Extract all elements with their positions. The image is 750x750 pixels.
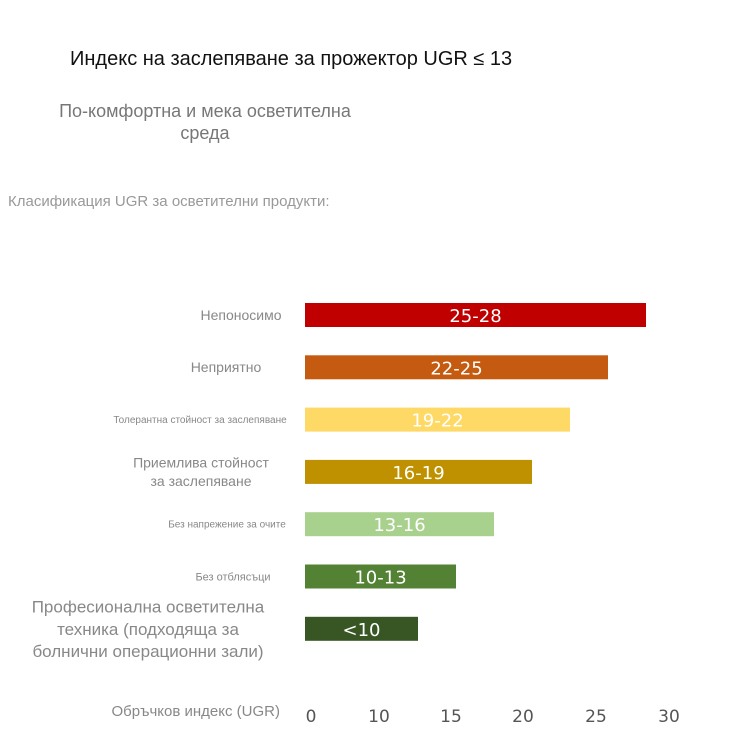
- x-tick-label: 10: [368, 707, 390, 727]
- category-label: Без отблясъци: [195, 571, 270, 583]
- x-axis-label: Обръчков индекс (UGR): [112, 703, 280, 720]
- chart-title: Индекс на заслепяване за прожектор UGR ≤…: [70, 48, 513, 70]
- x-tick-label: 20: [512, 707, 534, 727]
- category-label: болнични операционни зали): [32, 642, 263, 661]
- bar-label: 19-22: [411, 411, 463, 432]
- bar-label: 22-25: [430, 358, 482, 379]
- chart-subtitle: По-комфортна и мека осветителна среда: [59, 101, 351, 143]
- category-label: Неприятно: [191, 359, 262, 375]
- category-label: Професионална осветителна: [32, 598, 265, 617]
- bar-label: 13-16: [373, 515, 425, 536]
- bar: [305, 564, 456, 589]
- x-tick-label: 0: [306, 707, 317, 727]
- bar-label: 10-13: [354, 568, 406, 589]
- category-label: Непоносимо: [200, 307, 281, 323]
- bar: [305, 303, 646, 327]
- bar: [305, 616, 418, 641]
- bar: [305, 355, 608, 380]
- category-label: за заслепяване: [150, 473, 251, 489]
- category-label: Без напрежение за очите: [168, 520, 286, 531]
- x-tick-label: 25: [585, 707, 607, 727]
- bar: [305, 459, 532, 484]
- bar: [305, 407, 570, 432]
- category-label: техника (подходяща за: [57, 620, 239, 639]
- x-tick-label: 15: [440, 707, 462, 727]
- bar-label: <10: [343, 620, 381, 641]
- section-label: Класификация UGR за осветителни продукти…: [8, 193, 330, 210]
- bar-label: 16-19: [392, 463, 444, 484]
- category-label: Приемлива стойност: [133, 455, 269, 471]
- bar: [305, 512, 494, 537]
- x-tick-label: 30: [658, 707, 680, 727]
- bar-label: 25-28: [449, 306, 501, 327]
- category-label: Толерантна стойност за заслепяване: [113, 415, 287, 426]
